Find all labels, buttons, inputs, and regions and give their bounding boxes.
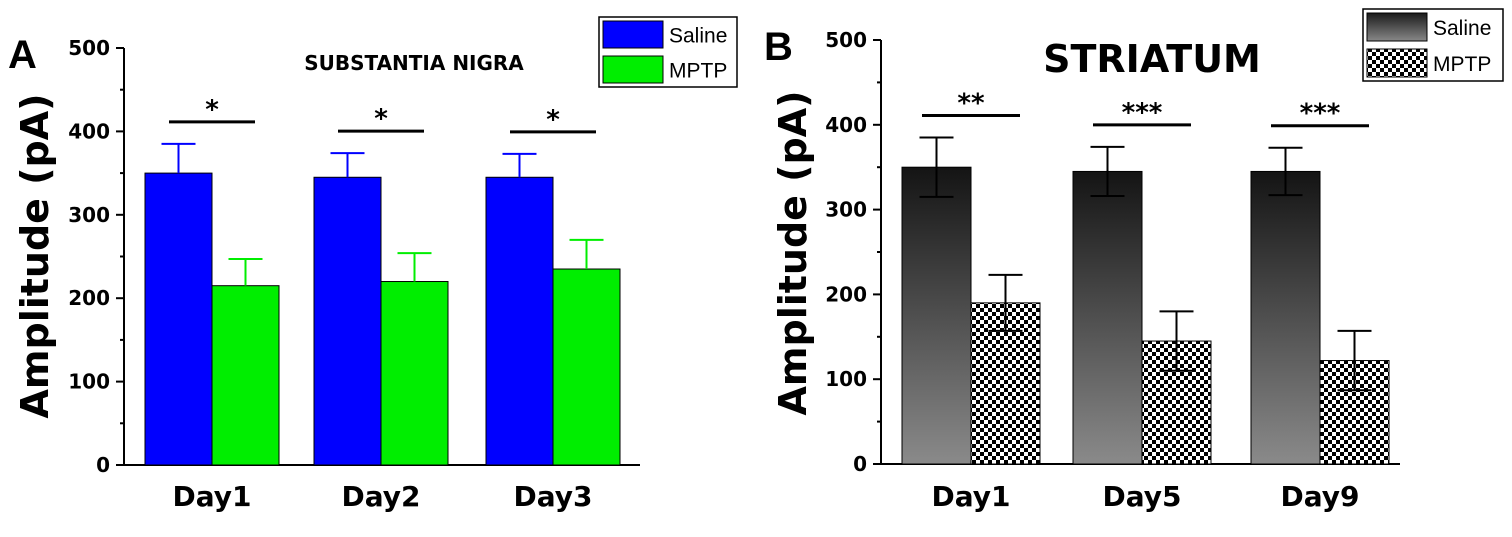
chart-substantia-nigra: 0 100 200 300 400 500 Day1 * Day2 * Day3 * A SUBSTANT… bbox=[8, 16, 738, 513]
panel-label: A bbox=[8, 33, 37, 77]
chart-title: SUBSTANTIA NIGRA bbox=[304, 51, 524, 75]
significance-marker: *** bbox=[1122, 98, 1163, 128]
y-axis-label: Amplitude (pA) bbox=[771, 90, 815, 415]
significance-marker: * bbox=[205, 95, 219, 125]
significance-marker: *** bbox=[1300, 99, 1341, 129]
y-tick-label: 300 bbox=[68, 203, 110, 227]
x-tick-label: Day5 bbox=[1102, 480, 1181, 513]
y-tick-label: 500 bbox=[68, 36, 110, 60]
x-tick-label: Day1 bbox=[931, 480, 1010, 513]
bar-saline-day2 bbox=[313, 176, 382, 466]
bar-mptp-day2 bbox=[380, 281, 449, 466]
bar-mptp-day3 bbox=[552, 268, 621, 466]
legend-swatch-saline bbox=[602, 20, 664, 49]
bar-saline-day3 bbox=[485, 176, 554, 466]
y-tick-label: 0 bbox=[96, 453, 110, 477]
y-tick-label: 0 bbox=[853, 452, 867, 476]
x-tick-label: Day1 bbox=[172, 480, 251, 513]
x-tick-label: Day9 bbox=[1280, 480, 1359, 513]
panel-label: B bbox=[764, 25, 793, 69]
legend-label-saline: Saline bbox=[669, 25, 727, 48]
y-tick-label: 200 bbox=[68, 286, 110, 310]
x-tick-label: Day2 bbox=[341, 480, 420, 513]
bar-saline-day1 bbox=[144, 172, 213, 466]
legend-swatch-mptp bbox=[602, 55, 664, 84]
bar-saline-day9 bbox=[1250, 170, 1321, 465]
legend-swatch-saline bbox=[1366, 12, 1428, 42]
legend-label-saline: Saline bbox=[1433, 17, 1491, 40]
y-tick-label: 500 bbox=[825, 28, 867, 52]
chart-striatum: 0 100 200 300 400 500 Day1 ** Day5 *** Day9 *** B STR… bbox=[764, 8, 1504, 513]
legend: Saline MPTP bbox=[1362, 8, 1504, 82]
bar-mptp-day1 bbox=[211, 285, 280, 466]
significance-marker: * bbox=[374, 104, 388, 134]
legend: Saline MPTP bbox=[598, 16, 738, 88]
legend-label-mptp: MPTP bbox=[669, 60, 727, 83]
y-tick-label: 100 bbox=[68, 370, 110, 394]
bar-saline-day5 bbox=[1072, 170, 1143, 465]
bar-saline-day1 bbox=[901, 166, 972, 465]
y-tick-label: 100 bbox=[825, 367, 867, 391]
significance-marker: ** bbox=[957, 89, 985, 119]
y-axis-label: Amplitude (pA) bbox=[13, 93, 57, 418]
y-tick-label: 200 bbox=[825, 282, 867, 306]
significance-marker: * bbox=[546, 105, 560, 135]
y-tick-label: 400 bbox=[68, 119, 110, 143]
y-tick-label: 300 bbox=[825, 198, 867, 222]
chart-title: STRIATUM bbox=[1043, 37, 1261, 81]
legend-label-mptp: MPTP bbox=[1433, 53, 1491, 76]
legend-swatch-mptp bbox=[1366, 48, 1428, 78]
y-tick-label: 400 bbox=[825, 113, 867, 137]
x-tick-label: Day3 bbox=[513, 480, 592, 513]
